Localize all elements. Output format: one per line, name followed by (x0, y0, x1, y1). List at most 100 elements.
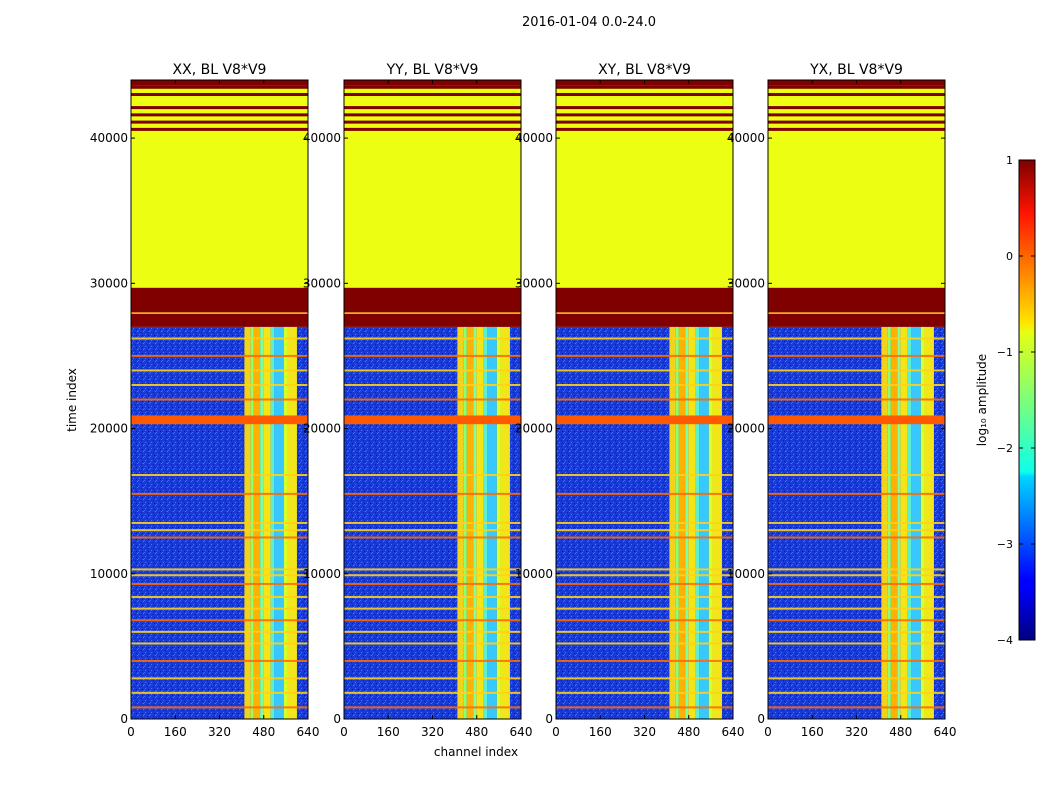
time-band (768, 398, 945, 401)
time-band (768, 529, 945, 532)
flagged-stripe (131, 120, 308, 124)
flagged-stripe (131, 85, 308, 89)
time-band (131, 337, 308, 340)
time-band (131, 568, 308, 571)
time-band (131, 659, 308, 662)
time-band (768, 369, 945, 372)
time-band-thick (131, 415, 308, 425)
y-tick-label: 10000 (727, 567, 765, 581)
time-band (131, 474, 308, 477)
time-band (131, 619, 308, 622)
x-axis-label: channel index (434, 745, 518, 759)
time-band (344, 691, 521, 694)
flagged-stripe (556, 127, 733, 131)
y-tick-label: 10000 (90, 567, 128, 581)
saturated-region (768, 287, 945, 327)
time-band (768, 536, 945, 539)
flagged-stripe (556, 113, 733, 117)
time-band (768, 630, 945, 633)
time-band (556, 677, 733, 680)
x-tick-label: 320 (421, 725, 444, 739)
time-band (768, 354, 945, 357)
flagged-stripe (556, 120, 733, 124)
time-band (344, 677, 521, 680)
flagged-stripe (768, 120, 945, 124)
x-tick-label: 480 (677, 725, 700, 739)
time-band (344, 619, 521, 622)
x-tick-label: 480 (889, 725, 912, 739)
panel-title: YY, BL V8*V9 (386, 62, 479, 78)
time-band (556, 383, 733, 386)
time-band (556, 521, 733, 524)
flagged-stripe (768, 106, 945, 110)
colorbar: 1 0 −1 −2 −3 −4 log₁₀ amplitude (975, 154, 1036, 647)
time-band (768, 383, 945, 386)
time-band (131, 642, 308, 645)
time-band (768, 521, 945, 524)
time-band (344, 354, 521, 357)
time-band (768, 568, 945, 571)
panel-0: XX, BL V8*V9 0 160 320 480 640 0 10000 20000 3000… (90, 62, 320, 739)
time-band (344, 706, 521, 709)
time-band (556, 492, 733, 495)
y-tick-label: 40000 (90, 131, 128, 145)
time-band (131, 536, 308, 539)
time-band (344, 630, 521, 633)
y-axis-label: time index (65, 368, 79, 432)
time-band (131, 706, 308, 709)
time-band (768, 706, 945, 709)
x-tick-label: 0 (764, 725, 772, 739)
x-tick-label: 160 (801, 725, 824, 739)
y-tick-label: 30000 (515, 276, 553, 290)
flagged-stripe (131, 93, 308, 97)
x-tick-label: 640 (510, 725, 533, 739)
time-band (768, 337, 945, 340)
time-band (131, 677, 308, 680)
flagged-stripe (768, 85, 945, 89)
time-band (768, 677, 945, 680)
time-band-thick (556, 415, 733, 425)
time-band (131, 354, 308, 357)
time-band (131, 521, 308, 524)
time-band (556, 642, 733, 645)
y-tick-label: 20000 (727, 422, 765, 436)
x-tick-label: 640 (934, 725, 957, 739)
y-tick-label: 10000 (515, 567, 553, 581)
time-band (556, 630, 733, 633)
flagged-stripe (344, 120, 521, 124)
saturated-region (556, 287, 733, 327)
time-band (131, 398, 308, 401)
flagged-stripe (344, 113, 521, 117)
time-band-thick (768, 415, 945, 425)
time-band (131, 582, 308, 585)
flagged-stripe (131, 106, 308, 110)
colorbar-label: log₁₀ amplitude (975, 354, 989, 446)
time-band (131, 630, 308, 633)
saturated-stripe (768, 312, 945, 314)
time-band (768, 596, 945, 599)
y-tick-label: 10000 (303, 567, 341, 581)
time-band (556, 691, 733, 694)
time-band (131, 529, 308, 532)
y-tick-label: 40000 (727, 131, 765, 145)
flagged-stripe (131, 127, 308, 131)
time-band (768, 574, 945, 577)
flagged-region (344, 80, 521, 288)
time-band (344, 369, 521, 372)
colorbar-tick-label: −3 (997, 538, 1013, 551)
time-band (344, 659, 521, 662)
y-tick-label: 30000 (727, 276, 765, 290)
time-band (556, 529, 733, 532)
x-tick-label: 480 (465, 725, 488, 739)
colorbar-tick-label: 1 (1006, 154, 1013, 167)
y-tick-label: 20000 (515, 422, 553, 436)
x-tick-label: 320 (208, 725, 231, 739)
time-band (344, 568, 521, 571)
flagged-stripe (768, 93, 945, 97)
time-band (768, 582, 945, 585)
colorbar-tick-label: −2 (997, 442, 1013, 455)
time-band (768, 474, 945, 477)
y-tick-label: 0 (333, 712, 341, 726)
flagged-stripe (768, 113, 945, 117)
time-band (131, 369, 308, 372)
